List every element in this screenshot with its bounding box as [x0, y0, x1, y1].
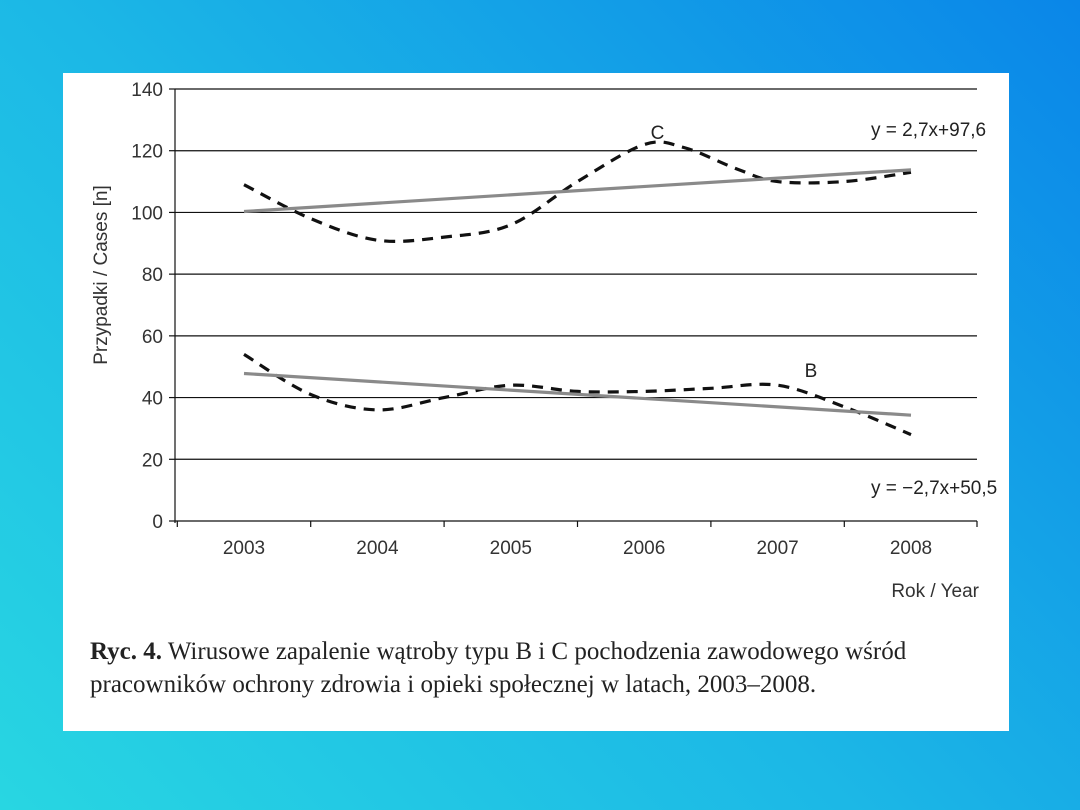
x-tick-label-2006: 2006 — [623, 538, 665, 559]
series-label-c: C — [651, 123, 665, 144]
series-b-trend-line — [243, 371, 912, 417]
caption-label: Ryc. 4. — [90, 638, 163, 665]
x-axis-title: Rok / Year — [891, 581, 979, 602]
caption-text: Wirusowe zapalenie wątroby typu B i C po… — [90, 638, 907, 698]
figure-card: 0 20 40 60 80 100 120 140 2003 2004 2005 2006 2007 20… — [63, 73, 1009, 731]
y-tick-label-80: 80 — [142, 265, 163, 286]
series-b-line — [243, 353, 912, 437]
figure-caption: Ryc. 4. Wirusowe zapalenie wątroby typu … — [90, 635, 990, 701]
series-label-b: B — [805, 361, 818, 382]
series-c-line — [243, 140, 912, 243]
y-axis-title: Przypadki / Cases [n] — [91, 185, 112, 365]
y-tick-label-120: 120 — [131, 142, 163, 163]
x-tick-label-2008: 2008 — [890, 538, 932, 559]
x-tick-label-2005: 2005 — [490, 538, 532, 559]
y-tick-label-20: 20 — [142, 450, 163, 471]
x-tick-label-2007: 2007 — [756, 538, 798, 559]
x-tick-label-2004: 2004 — [356, 538, 399, 559]
x-tick-label-2003: 2003 — [223, 538, 265, 559]
y-tick-label-40: 40 — [142, 389, 163, 410]
y-tick-label-100: 100 — [131, 203, 163, 224]
series-c-trend-line — [243, 168, 912, 214]
trend-equation-3: y = −2,7x+50,5 — [871, 478, 997, 499]
y-tick-label-0: 0 — [152, 512, 163, 533]
y-tick-label-60: 60 — [142, 327, 163, 348]
trend-equation-2: y = 2,7x+97,6 — [871, 120, 986, 141]
y-tick-label-140: 140 — [131, 80, 163, 101]
line-chart: 0 20 40 60 80 100 120 140 2003 2004 2005 2006 2007 20… — [91, 80, 997, 602]
